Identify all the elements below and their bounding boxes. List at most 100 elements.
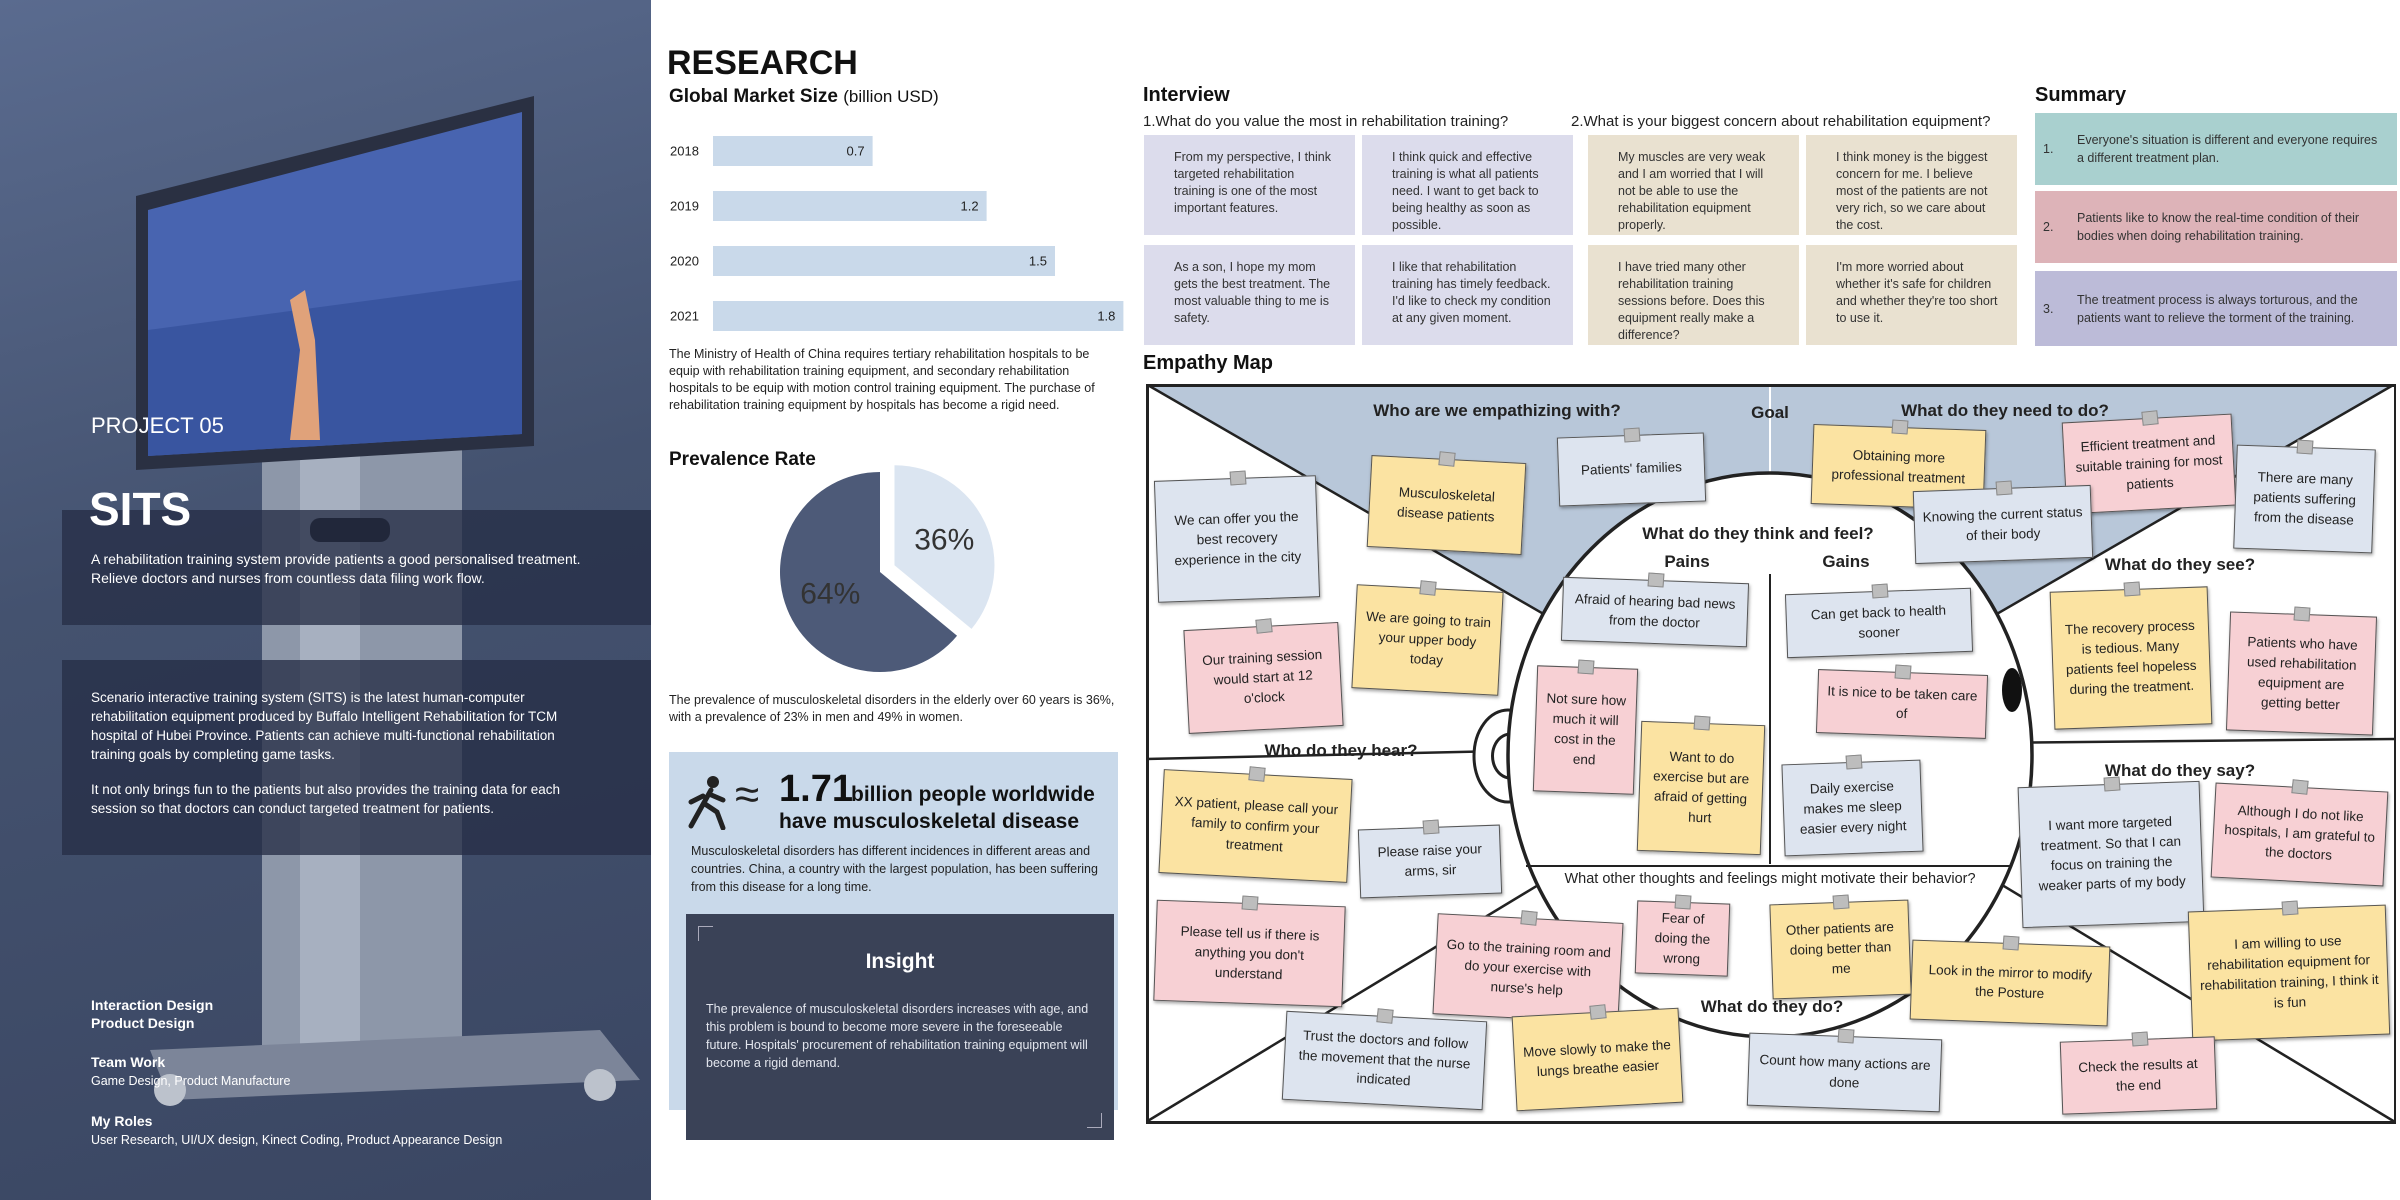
map-heading: Who do they hear? [1264,741,1418,760]
pin [1845,754,1863,770]
wheel [584,1069,616,1101]
category-label: 2021 [670,308,699,323]
question: 2.What is your biggest concern about reh… [1571,113,1991,130]
pin [1520,910,1538,927]
bar [713,136,873,166]
research-title: RESEARCH [667,44,858,82]
pin [2281,900,2299,916]
interview-title: Interview [1143,84,1230,106]
pin [1647,572,1665,588]
approx-sign: ≈ [735,770,760,819]
pin [1995,480,2013,496]
chart-title: Global Market Size [669,86,838,107]
sticky-note: Check the results at the end [2060,1036,2218,1116]
tagline-band [62,510,651,625]
sticky-note: Other patients are doing better than me [1769,899,1912,999]
sticky-note: Count how many actions are done [1746,1032,1943,1114]
summary-item: 2. Patients like to know the real-time co… [2035,191,2397,263]
stat-text: billion people worldwide [851,783,1095,806]
summary-text: Patients like to know the real-time cond… [2077,211,2360,243]
corner [698,926,713,941]
interview-card: I think money is the biggest concern for… [1806,135,2017,235]
credit-detail: Game Design, Product Manufacture [91,1074,291,1088]
pin [2141,410,2160,426]
chart-subtitle: (billion USD) [843,87,939,106]
pin [1438,451,1456,467]
sticky-note: The recovery process is tedious. Many pa… [2049,586,2213,730]
pin [2123,581,2141,597]
pin [2293,606,2311,622]
pie-chart: 36% 64% [780,465,995,672]
bar-chart-title-row: Global Market Size (billion USD) [669,86,939,108]
pin [1891,419,1909,435]
pie-slice [780,472,958,672]
value-label: 1.8 [1097,308,1115,323]
insight-text: The prevalence of musculoskeletal disord… [706,1002,1089,1070]
insight-title: Insight [865,950,935,973]
sticky-note: Please raise your arms, sir [1358,824,1503,899]
sticky-note: Musculoskeletal disease patients [1366,455,1526,555]
sticky-note: Fear of doing the wrong [1634,899,1731,977]
device-base [150,1030,640,1100]
credit-heading: Interaction Design [91,997,214,1013]
chart-title: Prevalence Rate [669,449,816,470]
tagline: A rehabilitation training system provide… [91,551,581,586]
category-label: 2019 [670,198,699,213]
walking-icon [688,776,726,830]
sticky-note: We can offer you the best recovery exper… [1153,474,1321,603]
sticky-note: Not sure how much it will cost in the en… [1532,665,1638,795]
sticky-note: Can get back to health sooner [1785,587,1973,659]
sticky-note: Move slowly to make the lungs breathe ea… [1511,1007,1684,1111]
interview-card: I think quick and effective training is … [1362,135,1573,235]
summary-number: 3. [2043,301,2054,316]
pin [1871,583,1889,599]
sticky-note: We are going to train your upper body to… [1351,583,1504,696]
sticky-note: Patients' families [1556,432,1707,507]
map-heading: What do they need to do? [1901,401,2109,420]
pin [1242,895,1259,911]
stat-text: have musculoskeletal disease [779,810,1079,833]
project-label: PROJECT 05 [91,413,224,438]
description: It not only brings fun to the patients b… [91,782,561,816]
map-heading: Pains [1664,552,1710,571]
map-heading: Goal [1751,403,1789,422]
stat-number: 1.71 [779,768,853,810]
sticky-note: XX patient, please call your family to c… [1158,769,1353,884]
pin [2103,776,2121,792]
empathy-map-title: Empathy Map [1143,352,1274,374]
interview-card: My muscles are very weak and I am worrie… [1588,135,1799,235]
pin [1837,1028,1855,1044]
pin [2296,439,2314,455]
pin [1675,893,1692,910]
corner [1087,1113,1102,1128]
interview-card: From my perspective, I think targeted re… [1144,135,1355,235]
pin [2002,935,2020,951]
bar-chart: 2018 0.7 2019 1.2 2020 1.5 2021 1.8 [670,136,1124,331]
sticky-note: Knowing the current status of their body [1912,485,2093,565]
question: 1.What do you value the most in rehabili… [1143,113,1509,130]
pin [1623,427,1641,443]
project-name: SITS [89,483,192,535]
map-heading: Who are we empathizing with? [1373,401,1621,420]
pin [1589,1003,1608,1020]
monitor-screen-floor [148,280,522,456]
pin [1247,766,1266,783]
sticky-note: I want more targeted treatment. So that … [2017,780,2205,928]
description-band [62,660,651,855]
sticky-note: Look in the mirror to modify the Posture [1910,939,2111,1026]
summary-text: Everyone's situation is different and ev… [2077,133,2378,165]
category-label: 2020 [670,253,699,268]
bar [713,246,1055,276]
value-label: 1.2 [961,198,979,213]
prevalence-note: The prevalence of musculoskeletal disord… [669,693,1115,724]
pin [1376,1008,1394,1025]
sticky-note: Trust the doctors and follow the movemen… [1281,1011,1487,1111]
category-label: 2018 [670,143,699,158]
map-heading: What do they say? [2104,761,2256,780]
pin [1577,659,1595,675]
sticky-note: Our training session would start at 12 o… [1183,622,1344,735]
description: Scenario interactive training system (SI… [91,690,558,762]
map-heading: What do they think and feel? [1642,524,1874,543]
